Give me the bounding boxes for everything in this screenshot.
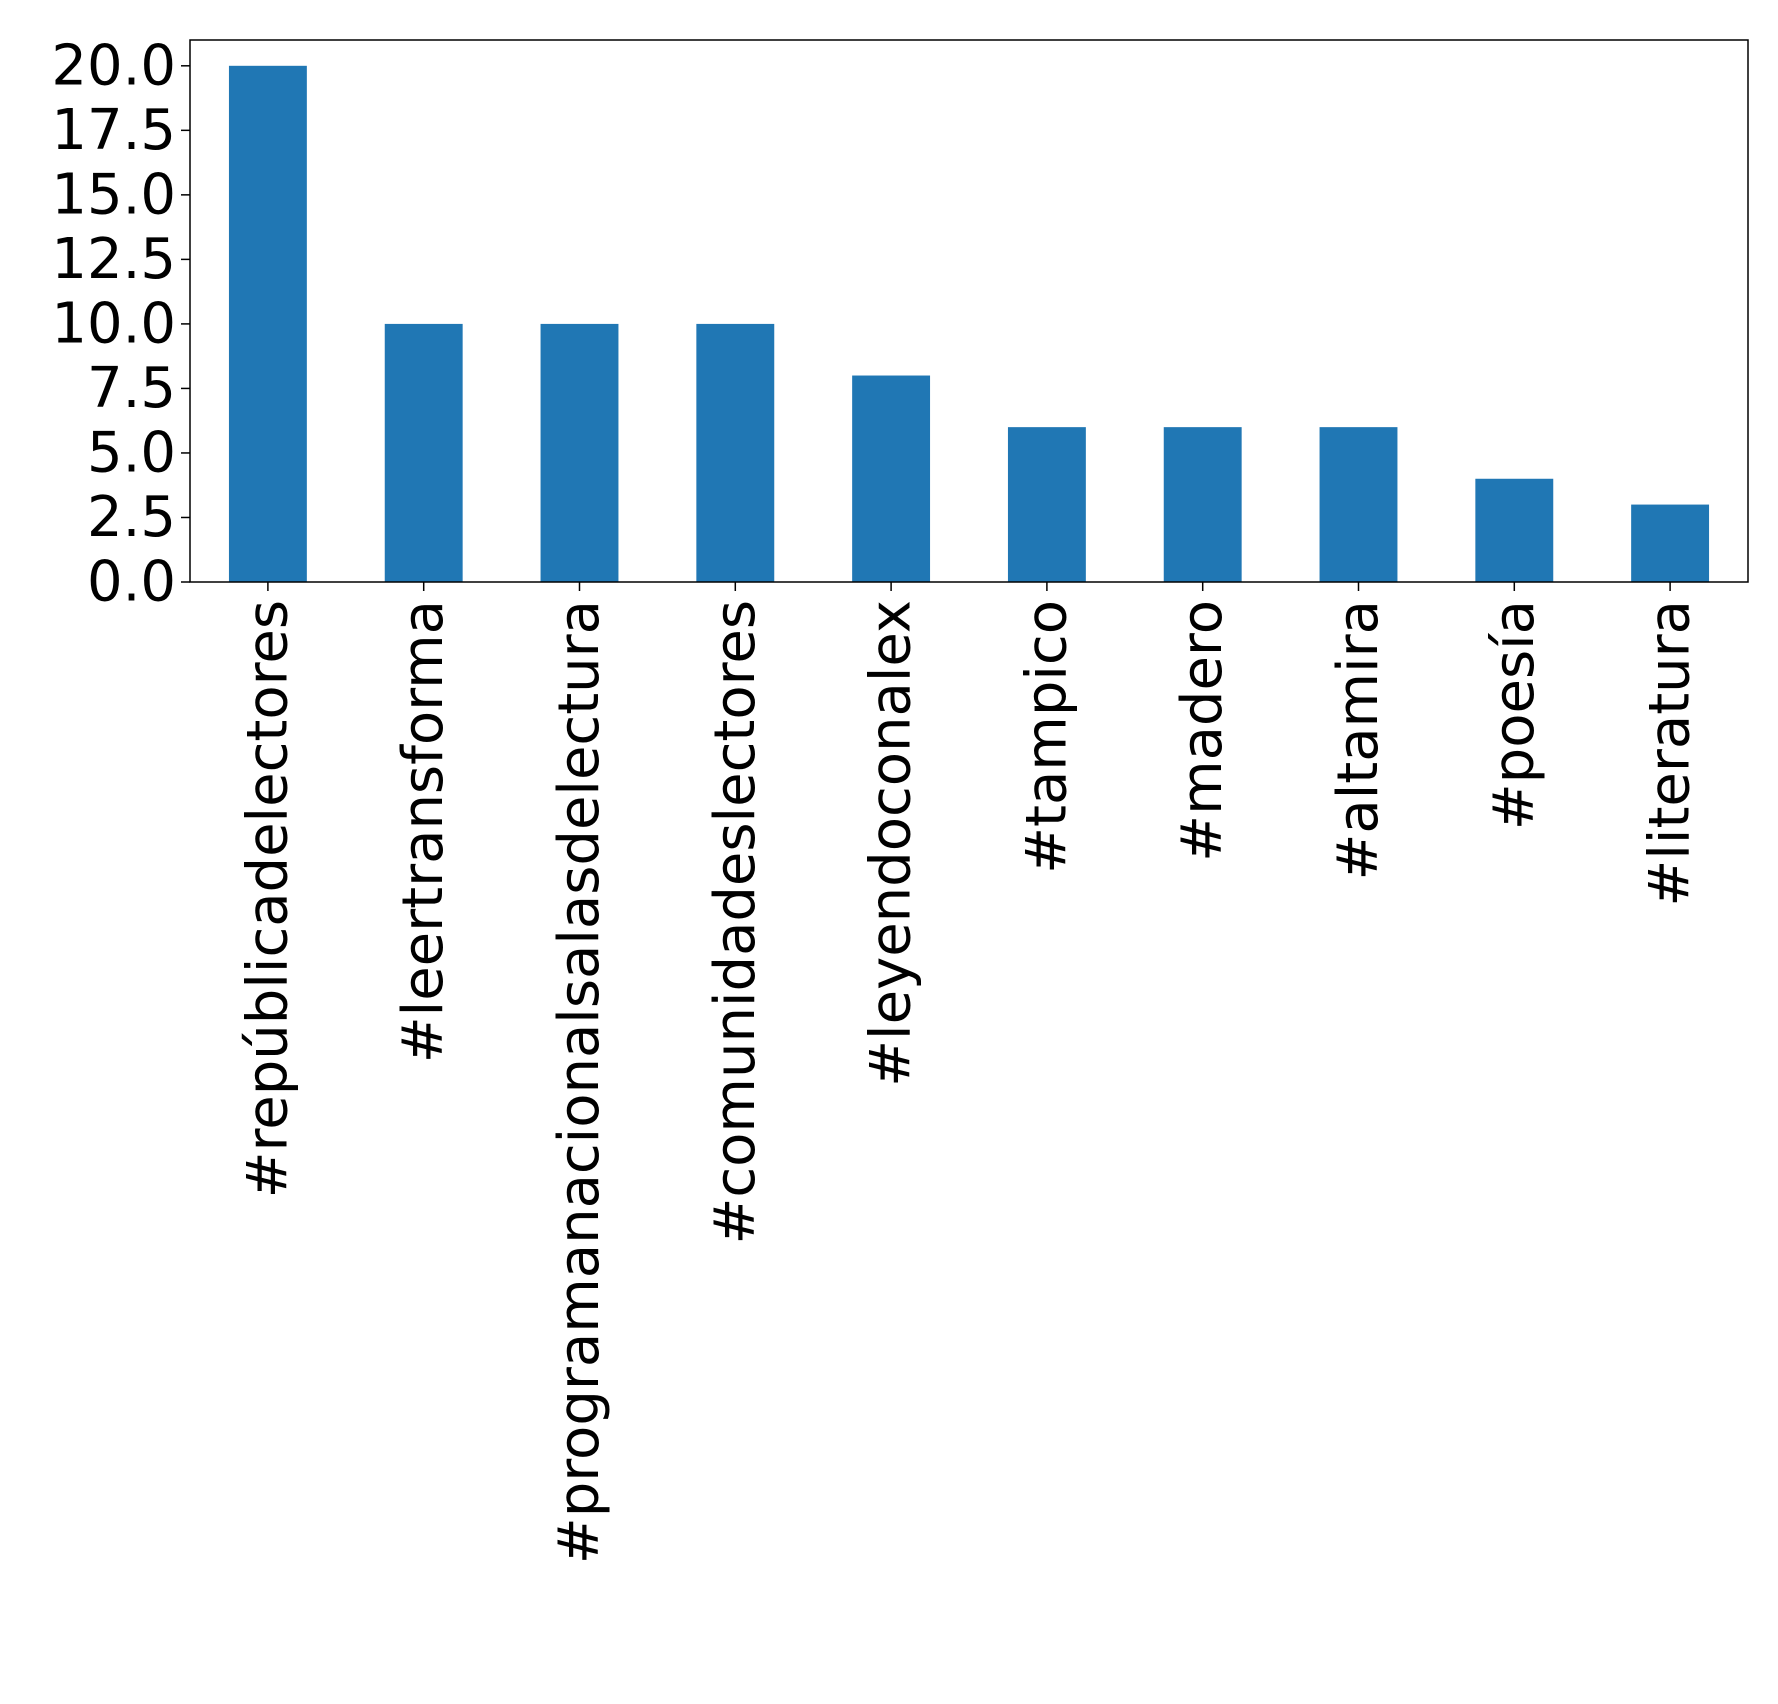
y-tick-label: 17.5 bbox=[51, 98, 176, 163]
x-tick-label: #comunidadeslectores bbox=[703, 600, 768, 1245]
bar bbox=[696, 323, 775, 582]
y-tick-label: 15.0 bbox=[51, 162, 176, 227]
x-tick-label: #leertransforma bbox=[391, 600, 456, 1063]
y-tick-label: 20.0 bbox=[51, 33, 176, 98]
y-tick-label: 5.0 bbox=[87, 420, 176, 485]
bar bbox=[1319, 427, 1398, 582]
x-axis: #repúblicadelectores #leertransforma #prog… bbox=[235, 582, 1703, 1564]
plot-area-frame bbox=[189, 39, 1749, 583]
y-tick-label: 12.5 bbox=[51, 227, 176, 292]
bar bbox=[540, 323, 619, 582]
x-tick-label: #repúblicadelectores bbox=[235, 600, 300, 1198]
y-tick-label: 10.0 bbox=[51, 291, 176, 356]
bars bbox=[228, 65, 1710, 583]
bar bbox=[384, 323, 463, 582]
bar bbox=[1163, 427, 1242, 582]
x-tick-label: #programanacionalsalasdelectura bbox=[547, 600, 612, 1564]
bar bbox=[1475, 478, 1554, 582]
bar bbox=[852, 375, 931, 582]
y-tick-label: 7.5 bbox=[87, 356, 176, 421]
x-tick-label: #tampico bbox=[1014, 600, 1079, 874]
x-tick-label: #leyendoconalex bbox=[859, 600, 924, 1087]
x-tick-label: #madero bbox=[1170, 600, 1235, 862]
bar bbox=[228, 65, 307, 583]
x-tick-label: #altamira bbox=[1326, 600, 1391, 881]
x-tick-label: #poesía bbox=[1482, 600, 1547, 830]
y-tick-label: 2.5 bbox=[87, 485, 176, 550]
bar bbox=[1007, 427, 1086, 582]
y-tick-label: 0.0 bbox=[87, 550, 176, 615]
bar bbox=[1631, 504, 1710, 582]
x-tick-label: #literatura bbox=[1638, 600, 1703, 907]
y-axis: 0.02.55.07.510.012.515.017.520.0 bbox=[51, 33, 190, 615]
